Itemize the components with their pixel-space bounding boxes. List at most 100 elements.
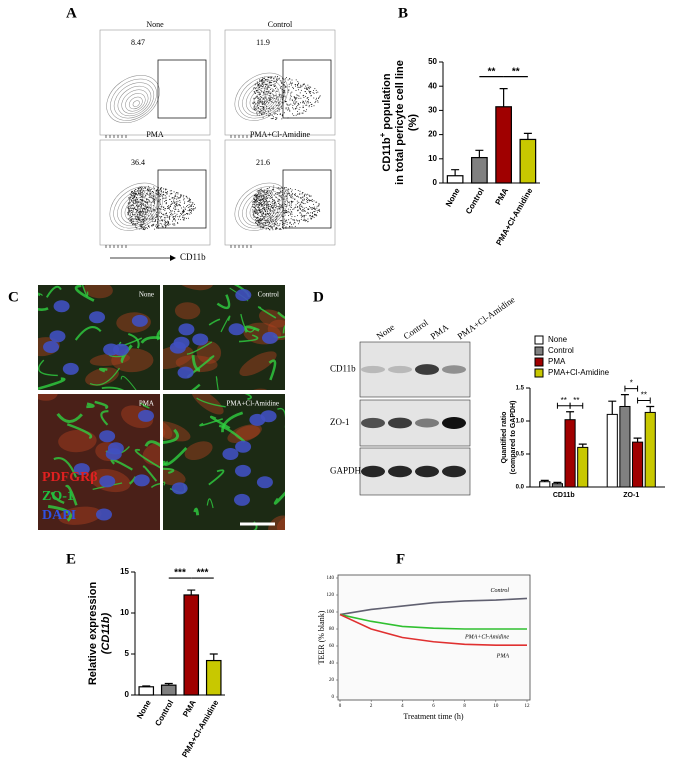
event-dot xyxy=(285,187,287,189)
contours xyxy=(234,72,321,121)
event-dot xyxy=(263,85,265,87)
event-dot xyxy=(173,205,175,207)
event-dot xyxy=(291,213,293,215)
event-dot xyxy=(164,218,166,220)
event-dot xyxy=(301,85,303,87)
event-dot xyxy=(262,211,264,213)
junction xyxy=(150,482,160,489)
event-dot xyxy=(308,199,310,201)
event-dot xyxy=(271,207,273,209)
event-dot xyxy=(167,207,169,209)
event-dot xyxy=(285,221,287,223)
event-dot xyxy=(288,108,290,110)
event-dot xyxy=(136,218,138,220)
event-dot xyxy=(132,219,134,221)
event-dot xyxy=(289,203,291,205)
event-dot xyxy=(268,97,270,99)
event-dot xyxy=(270,193,272,195)
bar xyxy=(138,686,155,696)
event-dot xyxy=(147,192,149,194)
event-dot xyxy=(166,212,168,214)
event-dot xyxy=(288,215,290,217)
event-dot xyxy=(290,84,292,86)
event-dot xyxy=(182,196,184,198)
event-dot xyxy=(141,188,143,190)
event-dot xyxy=(269,229,271,231)
event-dot xyxy=(260,189,262,191)
event-dot xyxy=(303,198,305,200)
event-dot xyxy=(278,110,280,112)
event-dot xyxy=(145,206,147,208)
event-dot xyxy=(267,227,269,229)
event-dot xyxy=(280,219,282,221)
event-dot xyxy=(289,195,291,197)
event-dot xyxy=(281,86,283,88)
contour xyxy=(106,75,160,124)
event-dot xyxy=(295,89,297,91)
event-dot xyxy=(137,206,139,208)
junction xyxy=(186,341,213,355)
event-dot xyxy=(266,212,268,214)
event-dot xyxy=(288,225,290,227)
event-dot xyxy=(258,107,260,109)
event-dot xyxy=(191,207,193,209)
nucleus xyxy=(235,289,252,302)
event-dot xyxy=(285,226,287,228)
event-dot xyxy=(265,105,267,107)
event-dot xyxy=(281,220,283,222)
event-dot xyxy=(307,221,309,223)
event-dot xyxy=(285,212,287,214)
event-dot xyxy=(132,190,134,192)
event-dot xyxy=(297,220,299,222)
event-dot xyxy=(254,219,256,221)
event-dot xyxy=(299,193,301,195)
event-dot xyxy=(310,217,312,219)
event-dot xyxy=(166,207,168,209)
event-dot xyxy=(262,219,264,221)
event-dot xyxy=(300,218,302,220)
event-dot xyxy=(261,79,263,81)
event-dot xyxy=(134,200,136,202)
event-dot xyxy=(256,106,258,108)
event-dot xyxy=(128,200,130,202)
event-dot xyxy=(277,225,279,227)
event-dot xyxy=(167,206,169,208)
event-dot xyxy=(144,229,146,231)
event-dot xyxy=(292,88,294,90)
event-dot xyxy=(291,189,293,191)
event-dot xyxy=(271,191,273,193)
junction xyxy=(277,407,285,428)
event-dot xyxy=(266,202,268,204)
y-axis-label: TEER (% blank) xyxy=(317,610,326,664)
event-dot xyxy=(260,111,262,113)
event-dot xyxy=(260,199,262,201)
event-dot xyxy=(272,207,274,209)
event-dot xyxy=(276,79,278,81)
event-dot xyxy=(270,226,272,228)
y-tick-label: 10 xyxy=(428,154,437,163)
plot-frame xyxy=(337,574,531,701)
event-dot xyxy=(296,219,298,221)
event-dot xyxy=(302,100,304,102)
contour xyxy=(124,197,152,222)
event-dot xyxy=(257,84,259,86)
event-dot xyxy=(272,89,274,91)
event-dot xyxy=(294,103,296,105)
event-dot xyxy=(304,83,306,85)
contour xyxy=(249,87,277,112)
event-dot xyxy=(316,215,318,217)
image-title: PMA+Cl-Amidine xyxy=(226,400,279,408)
event-dot xyxy=(285,107,287,109)
event-dot xyxy=(261,82,263,84)
sig-label: *** xyxy=(197,568,209,579)
event-dot xyxy=(299,207,301,209)
event-dot xyxy=(164,201,166,203)
event-dot xyxy=(296,96,298,98)
event-dot xyxy=(266,228,268,230)
nucleus xyxy=(138,409,155,422)
event-dot xyxy=(311,200,313,202)
event-dot xyxy=(264,214,266,216)
event-dot xyxy=(273,203,275,205)
gate-value: 21.6 xyxy=(256,158,270,167)
contour xyxy=(135,208,144,215)
